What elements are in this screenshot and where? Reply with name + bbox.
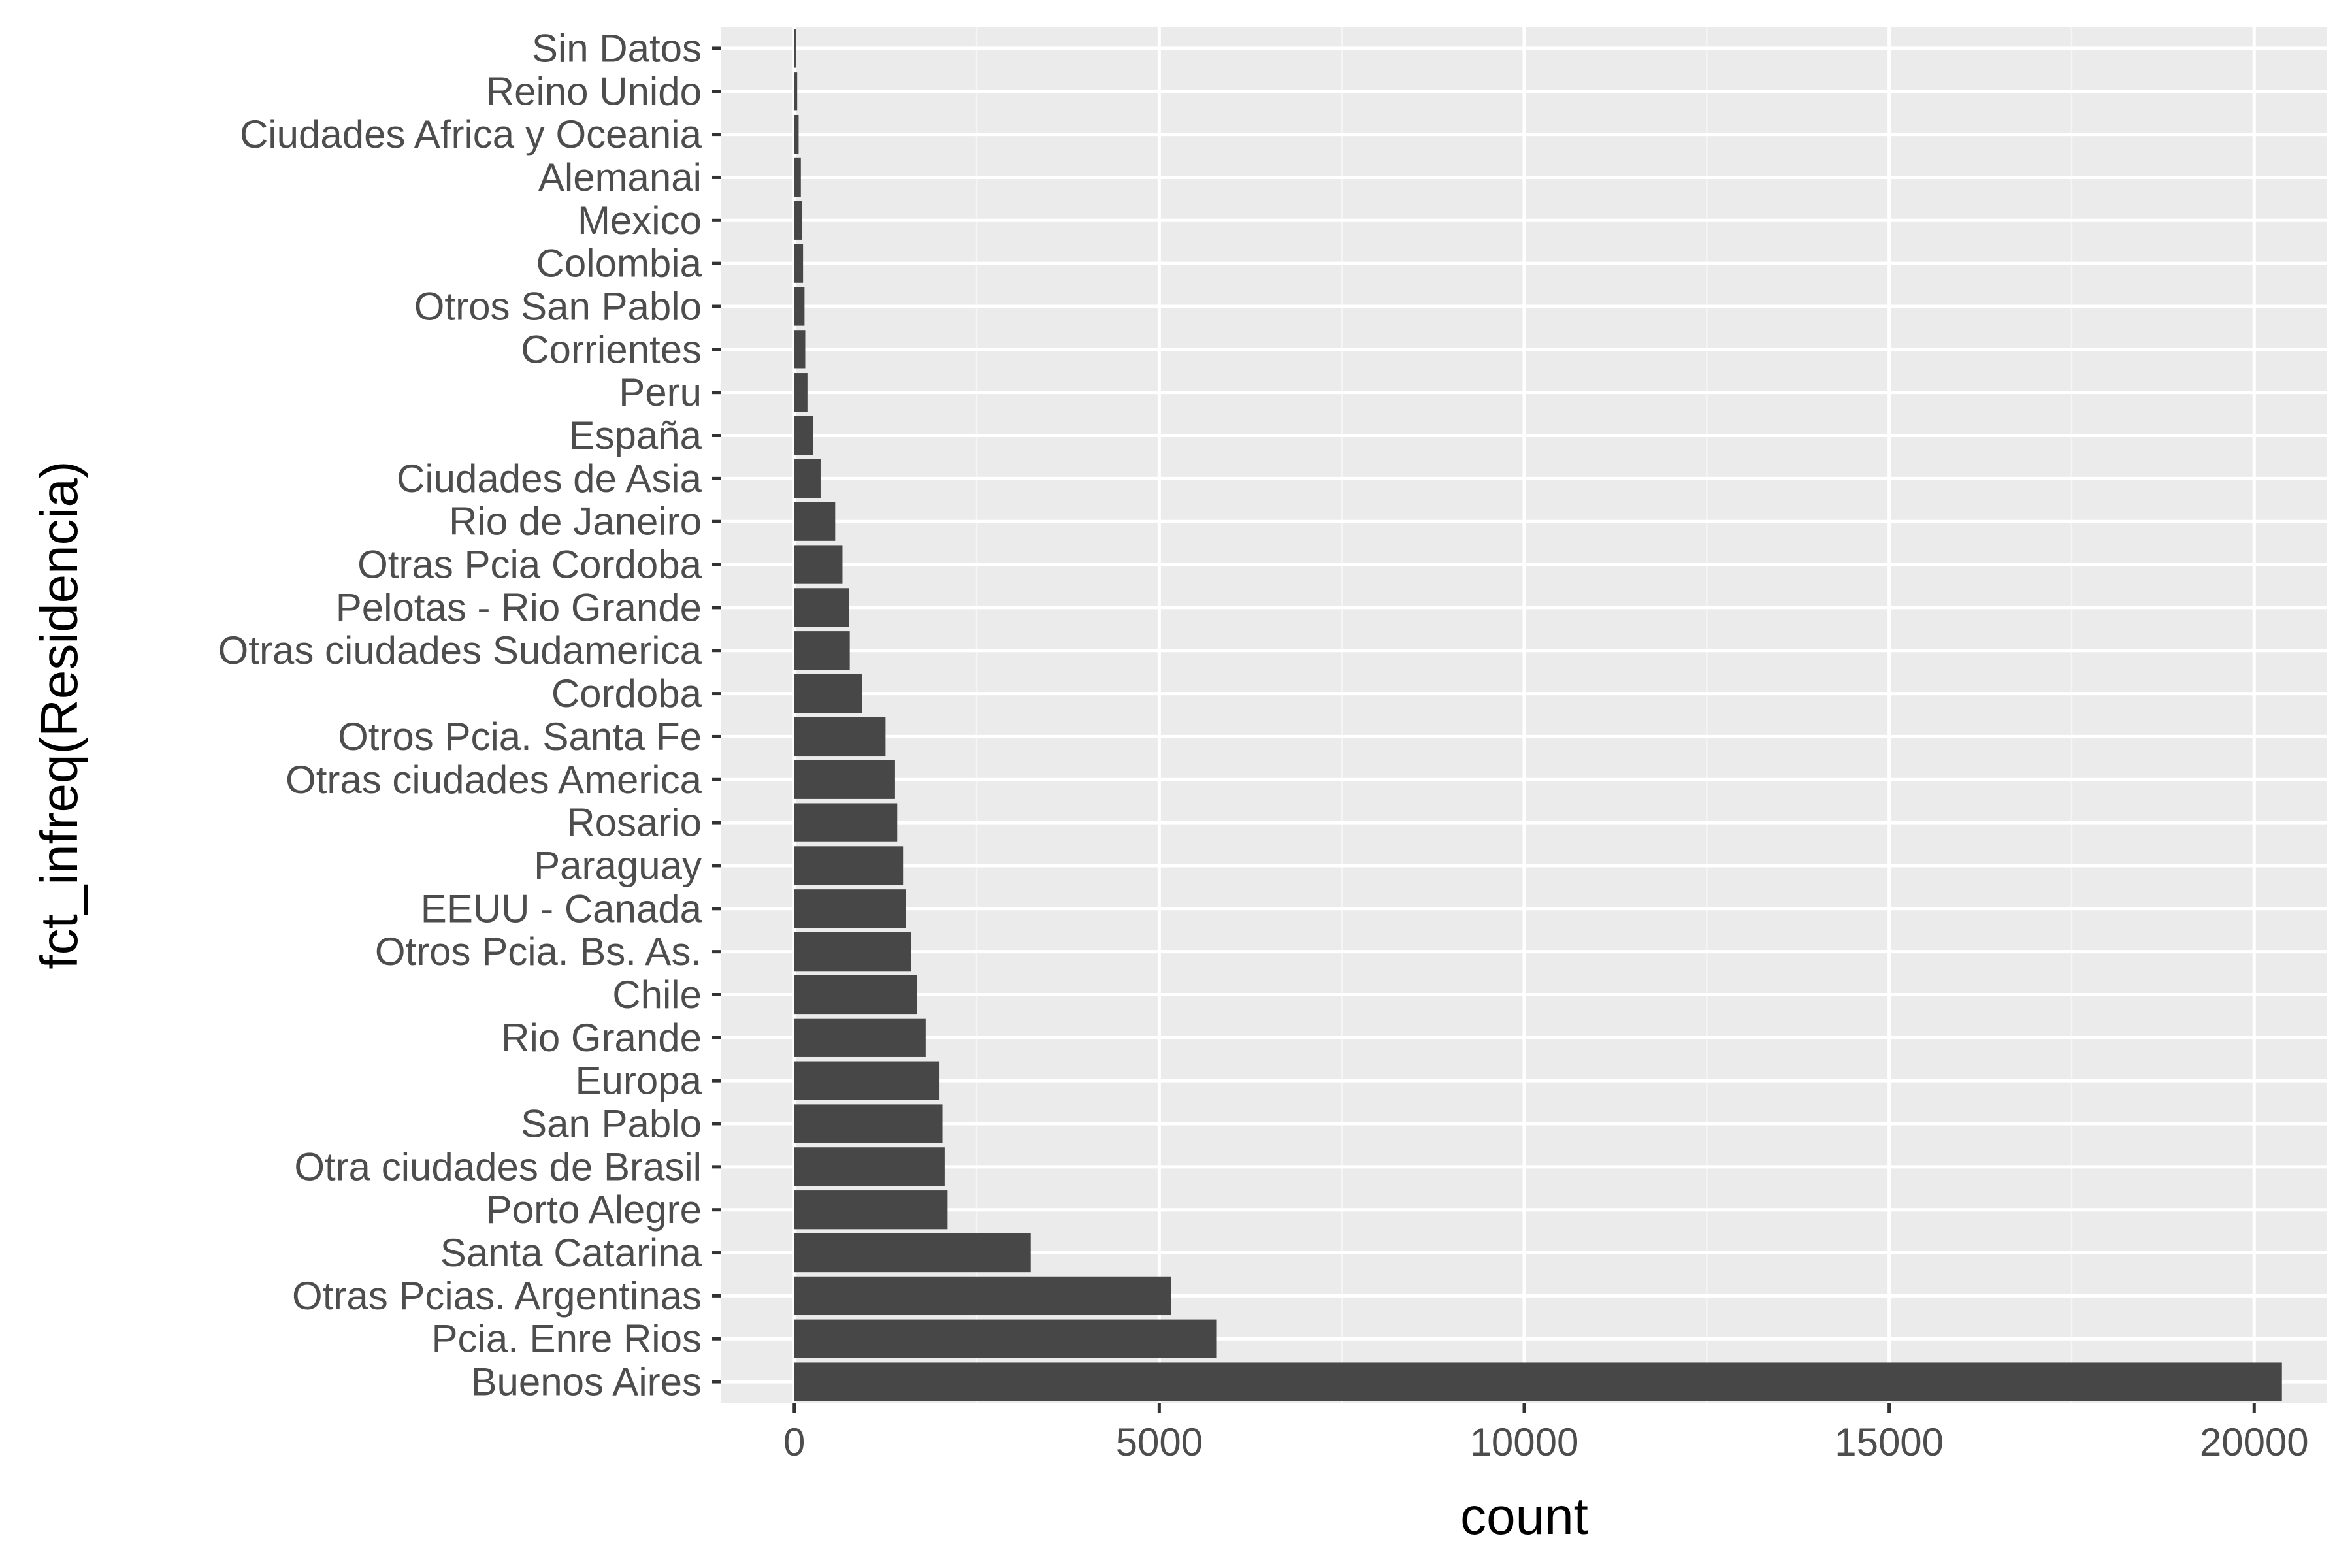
bar (794, 760, 895, 799)
y-tick-label: Otra ciudades de Brasil (294, 1145, 702, 1188)
bar (794, 330, 806, 369)
x-tick-label: 15000 (1835, 1420, 1944, 1464)
y-tick-label: Pcia. Enre Rios (432, 1317, 702, 1361)
y-tick-label: Buenos Aires (470, 1360, 702, 1404)
y-tick-label: Otros Pcia. Bs. As. (375, 930, 702, 973)
y-tick-label: Rio Grande (501, 1016, 702, 1060)
y-tick-label: Sin Datos (532, 26, 702, 70)
bar (794, 1104, 943, 1143)
y-tick-label: España (569, 414, 702, 457)
y-tick-label: Alemanai (538, 155, 702, 199)
minor-gridlines (975, 27, 2073, 1403)
bar (794, 717, 886, 757)
x-tick-label: 10000 (1470, 1420, 1579, 1464)
bar (794, 631, 850, 670)
x-axis: 0 5000 10000 15000 20000 (783, 1403, 2309, 1464)
y-tick-label: Otros Pcia. Santa Fe (338, 715, 702, 759)
bar (794, 1233, 1031, 1273)
bar (794, 803, 898, 842)
bar (794, 588, 849, 627)
x-tick-label: 0 (783, 1420, 805, 1464)
bar (794, 1276, 1171, 1316)
bar (794, 1362, 2282, 1401)
bar (794, 373, 808, 412)
x-tick-label: 5000 (1116, 1420, 1203, 1464)
y-tick-label: Otras Pcia Cordoba (357, 543, 702, 587)
major-gridlines (721, 27, 2327, 1403)
bar (794, 889, 906, 928)
x-tick-label: 20000 (2200, 1420, 2309, 1464)
y-tick-label: Ciudades Africa y Oceania (240, 112, 702, 156)
y-tick-label: Santa Catarina (440, 1231, 702, 1275)
bar (794, 72, 798, 111)
y-tick-label: Mexico (578, 199, 702, 242)
bar (794, 157, 801, 197)
y-tick-label: Europa (576, 1059, 702, 1103)
y-tick-label: Colombia (536, 242, 702, 286)
y-tick-label: Chile (612, 973, 702, 1017)
bar (794, 975, 917, 1015)
bar (794, 1147, 945, 1186)
bars (794, 29, 2282, 1401)
y-tick-label: Ciudades de Asia (397, 457, 702, 500)
y-tick-label: Reino Unido (486, 69, 702, 113)
bar (794, 674, 862, 713)
bar (794, 201, 803, 240)
y-axis-title: fct_infreq(Residencia) (30, 461, 88, 969)
bar (794, 459, 821, 498)
bar (794, 29, 796, 68)
y-tick-label: Paraguay (534, 843, 702, 887)
bar (794, 1018, 926, 1057)
x-axis-title: count (1460, 1487, 1588, 1545)
y-tick-label: Otras Pcias. Argentinas (292, 1274, 702, 1318)
bar (794, 1319, 1217, 1358)
y-tick-label: Porto Alegre (486, 1188, 702, 1232)
bar (794, 846, 904, 885)
y-tick-label: Rio de Janeiro (449, 500, 702, 544)
y-tick-label: Cordoba (551, 672, 702, 715)
y-tick-label: Rosario (566, 801, 702, 845)
bar (794, 932, 911, 972)
bar (794, 502, 836, 541)
y-tick-label: San Pablo (521, 1102, 702, 1146)
y-tick-label: Otras ciudades Sudamerica (218, 629, 702, 672)
bar (794, 545, 843, 584)
y-tick-label: Pelotas - Rio Grande (336, 585, 702, 629)
y-tick-label: Otras ciudades America (286, 758, 702, 802)
y-tick-label: Corrientes (521, 327, 702, 371)
bar (794, 416, 813, 455)
bar (794, 1190, 948, 1230)
bar (794, 1061, 940, 1100)
y-tick-label: Otros San Pablo (414, 284, 702, 328)
bar (794, 114, 799, 154)
y-tick-label: Peru (619, 370, 702, 414)
y-tick-label: EEUU - Canada (421, 887, 702, 930)
bar (794, 244, 804, 283)
bar (794, 287, 805, 326)
